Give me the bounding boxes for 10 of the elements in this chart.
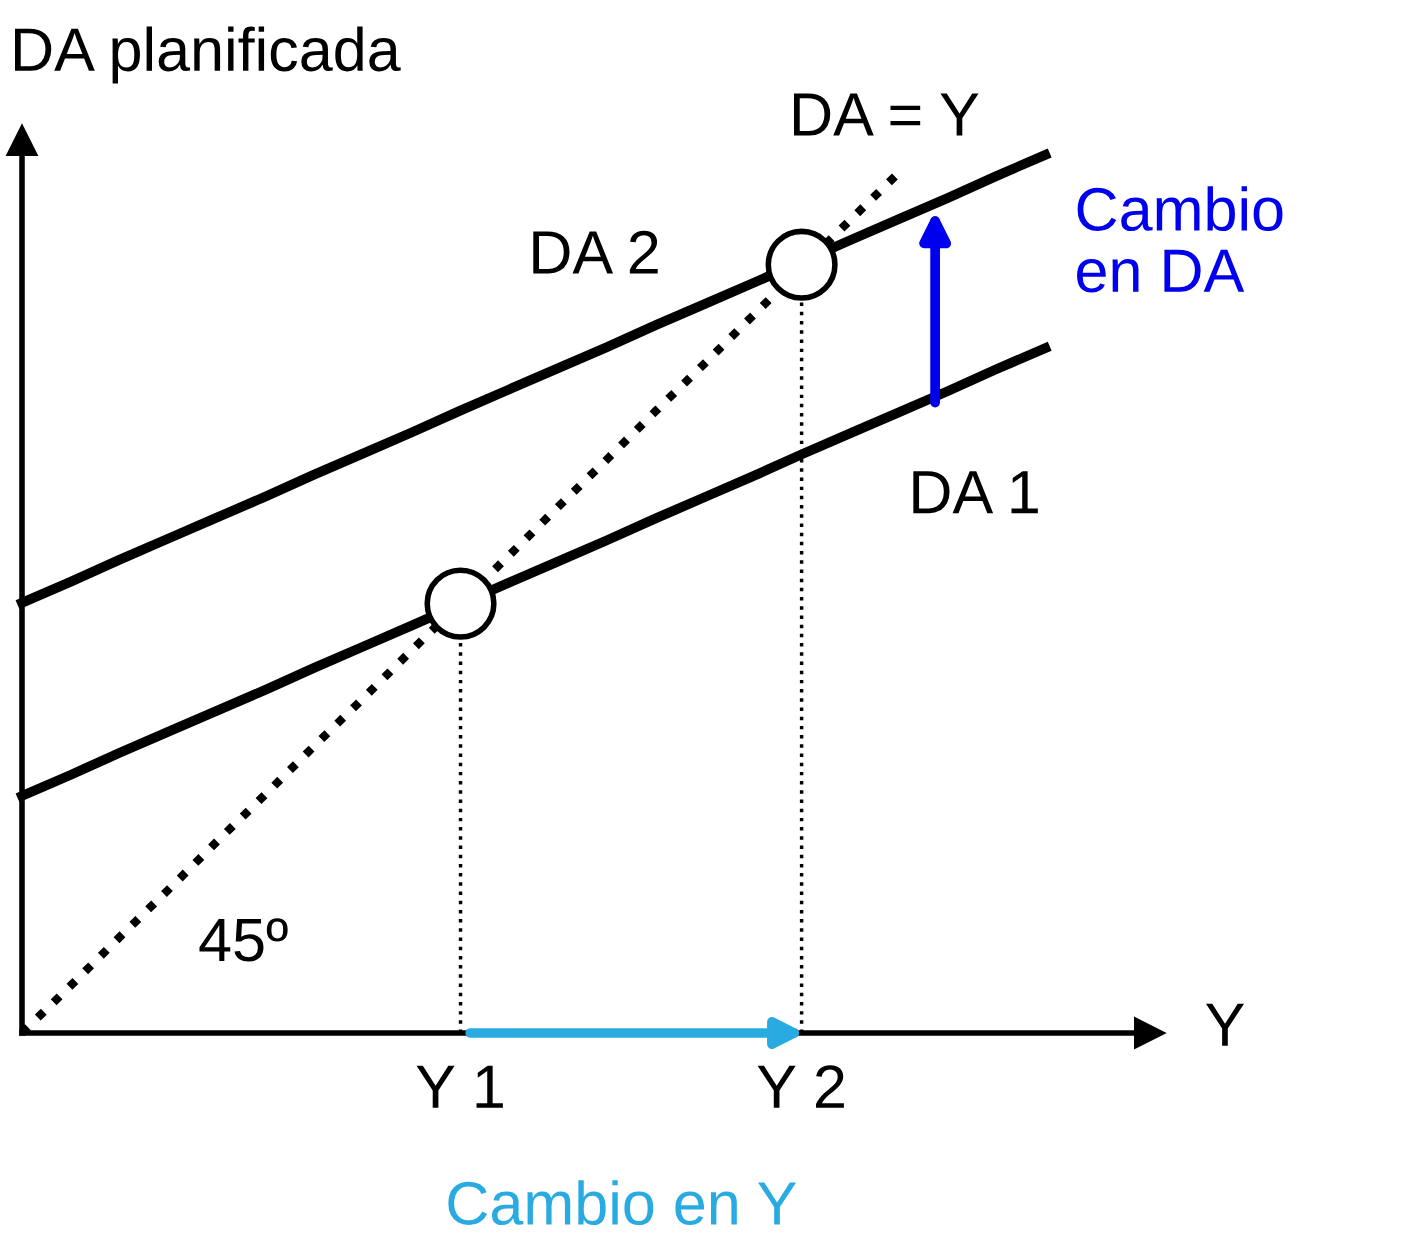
x-tick-label: Y 2 [757, 1065, 844, 1108]
series-label: DA 1 [913, 471, 1038, 514]
x-axis-title: Y [1205, 1003, 1245, 1046]
text: Cambio en Y [448, 1180, 797, 1226]
y-axis-title: DA planificada [15, 26, 401, 84]
x-tick-label: Y 1 [416, 1065, 503, 1108]
annotation: 45º [199, 918, 288, 962]
series-label: DA = Y [794, 93, 979, 136]
text: Cambio en DA [1077, 186, 1283, 293]
series-label: DA 2 [533, 230, 658, 274]
